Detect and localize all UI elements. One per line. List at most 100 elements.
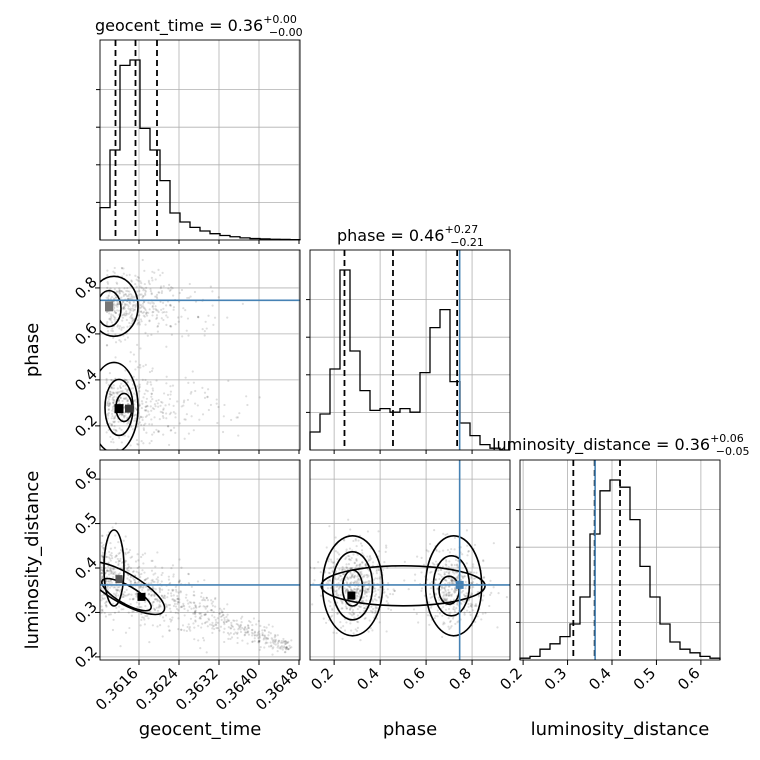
sample-point: [143, 269, 146, 272]
sample-point: [383, 561, 386, 564]
sample-point: [111, 391, 114, 394]
sample-point: [333, 576, 336, 579]
sample-point: [110, 417, 113, 420]
sample-point: [246, 631, 249, 634]
sample-point: [251, 623, 254, 627]
sample-point: [482, 594, 485, 597]
sample-point: [469, 604, 473, 607]
sample-point: [455, 571, 458, 574]
sample-point: [135, 278, 138, 281]
sample-point: [152, 307, 155, 311]
sample-point: [161, 588, 164, 591]
sample-point: [444, 578, 447, 582]
sample-point: [455, 588, 458, 591]
sample-point: [194, 612, 197, 616]
sample-point: [369, 609, 372, 613]
sample-point: [110, 570, 113, 573]
sample-point: [346, 589, 349, 592]
sample-point: [134, 399, 137, 402]
sample-point: [163, 595, 166, 598]
sample-point: [130, 295, 133, 299]
sample-point: [151, 559, 154, 562]
sample-point: [136, 442, 139, 446]
sample-point: [472, 585, 475, 589]
sample-point: [134, 368, 137, 371]
sample-point: [153, 580, 156, 583]
sample-point: [110, 313, 113, 316]
sample-point: [145, 312, 148, 316]
sample-point: [129, 351, 132, 354]
sample-point: [117, 605, 121, 608]
density-bin: [115, 575, 123, 584]
sample-point: [353, 561, 356, 564]
sample-point: [341, 565, 344, 569]
sample-point: [121, 316, 125, 319]
sample-point: [351, 566, 354, 570]
sample-point: [150, 392, 154, 395]
sample-point: [386, 566, 389, 569]
sample-point: [335, 578, 338, 581]
sample-point: [176, 594, 179, 598]
sample-point: [347, 578, 350, 581]
sample-point: [251, 628, 254, 631]
sample-point: [253, 631, 257, 634]
sample-point: [203, 622, 207, 625]
sample-point: [177, 316, 180, 319]
sample-point: [192, 607, 195, 610]
sample-point: [193, 610, 196, 613]
sample-point: [122, 385, 125, 388]
sample-point: [203, 599, 207, 602]
sample-point: [330, 566, 333, 569]
sample-point: [170, 618, 173, 622]
sample-point: [160, 400, 163, 404]
sample-point: [444, 558, 448, 562]
sample-point: [236, 632, 239, 635]
sample-point: [350, 576, 353, 579]
sample-point: [208, 623, 212, 626]
sample-point: [444, 588, 447, 592]
sample-point: [143, 623, 146, 626]
sample-point: [207, 314, 210, 317]
sample-point: [204, 320, 207, 323]
sample-point: [444, 599, 447, 602]
sample-point: [125, 379, 128, 382]
sample-point: [226, 618, 229, 621]
sample-point: [125, 289, 128, 293]
sample-point: [357, 587, 360, 590]
sample-point: [342, 624, 345, 628]
sample-point: [107, 580, 110, 583]
sample-point: [428, 623, 431, 626]
sample-point: [365, 574, 368, 577]
sample-point: [135, 582, 139, 585]
sample-point: [155, 606, 158, 609]
sample-point: [116, 387, 119, 390]
sample-point: [120, 608, 123, 611]
sample-point: [187, 582, 190, 585]
sample-point: [109, 297, 112, 300]
sample-point: [210, 623, 214, 627]
panel-phase-hist: [309, 249, 511, 451]
sample-point: [126, 577, 129, 580]
sample-point: [284, 640, 287, 643]
sample-point: [122, 594, 125, 597]
sample-point: [157, 291, 160, 294]
sample-point: [230, 627, 233, 630]
sample-point: [113, 416, 116, 419]
sample-point: [283, 645, 286, 648]
sample-point: [173, 599, 176, 602]
sample-point: [247, 630, 250, 633]
sample-point: [303, 604, 305, 606]
sample-point: [247, 619, 251, 623]
sample-point: [198, 612, 201, 615]
sample-point: [130, 322, 133, 325]
sample-point: [456, 621, 459, 624]
sample-point: [108, 402, 111, 405]
sample-point: [117, 562, 120, 565]
sample-point: [449, 619, 452, 623]
sample-point: [194, 619, 197, 622]
sample-point: [172, 306, 176, 309]
sample-point: [374, 609, 377, 612]
sample-point: [118, 292, 122, 295]
sample-point: [114, 593, 117, 596]
sample-point: [123, 591, 126, 594]
